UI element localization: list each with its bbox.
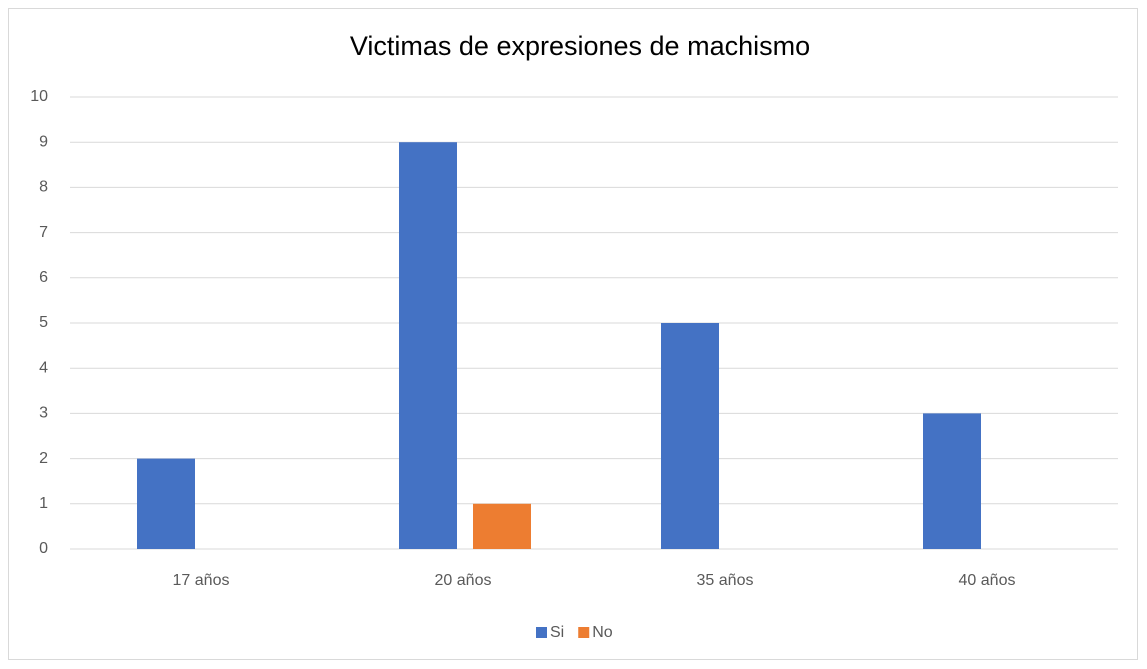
x-tick-label: 40 años [959,572,1016,589]
y-tick-label: 1 [39,495,48,512]
x-tick-label: 20 años [435,572,492,589]
y-tick-label: 9 [39,133,48,150]
legend-swatch [578,627,590,638]
chart-title: Victimas de expresiones de machismo [350,31,810,61]
y-tick-label: 8 [39,179,48,196]
chart-border [8,8,1138,660]
bar [137,458,195,549]
bar [473,503,531,549]
legend-label: Si [550,624,564,641]
y-tick-label: 5 [39,314,48,331]
y-tick-label: 6 [39,269,48,286]
y-tick-label: 4 [39,359,48,376]
bar [661,323,719,549]
y-tick-label: 7 [39,224,48,241]
y-tick-label: 0 [39,540,48,557]
x-tick-label: 35 años [697,572,754,589]
bar [399,142,457,549]
y-tick-label: 2 [39,450,48,467]
legend-label: No [592,624,613,641]
y-tick-label: 10 [30,88,48,105]
x-tick-label: 17 años [173,572,230,589]
bar [923,413,981,549]
y-tick-label: 3 [39,405,48,422]
legend-swatch [536,627,547,638]
